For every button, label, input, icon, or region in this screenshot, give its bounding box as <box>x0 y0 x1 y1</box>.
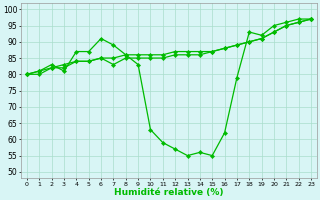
X-axis label: Humidité relative (%): Humidité relative (%) <box>114 188 224 197</box>
